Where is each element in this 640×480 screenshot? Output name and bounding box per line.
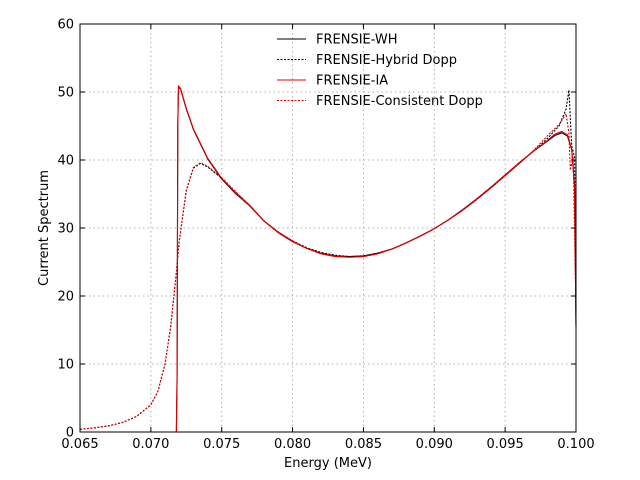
series-line-3 [175,85,577,433]
legend-label-4: FRENSIE-Consistent Dopp [316,94,483,109]
y-tick-label: 40 [57,154,74,169]
plot-series [79,85,577,433]
x-axis-label: Energy (MeV) [284,456,372,471]
x-tick-label: 0.075 [203,437,240,452]
x-tick-label: 0.100 [557,437,594,452]
x-tick-label: 0.085 [345,437,382,452]
y-tick-label: 10 [57,358,74,373]
x-tick-label: 0.070 [132,437,169,452]
x-tick-label: 0.095 [487,437,524,452]
y-tick-label: 0 [66,426,74,441]
series-line-2 [79,89,577,430]
x-tick-label: 0.090 [416,437,453,452]
legend-label-1: FRENSIE-WH [316,33,398,48]
x-tick-label: 0.080 [274,437,311,452]
legend-label-2: FRENSIE-Hybrid Dopp [316,53,457,68]
y-tick-label: 20 [57,290,74,305]
y-tick-label: 60 [57,18,74,33]
y-tick-label: 30 [57,222,74,237]
x-tick-label: 0.065 [61,437,98,452]
y-axis-label: Current Spectrum [37,170,52,286]
y-tick-label: 50 [57,86,74,101]
series-line-1 [175,86,577,433]
legend-label-3: FRENSIE-IA [316,74,388,89]
legend: FRENSIE-WH FRENSIE-Hybrid Dopp FRENSIE-IA F… [277,33,483,109]
axis-ticks: 0.065 0.070 0.075 0.080 0.085 0.090 0.095 0.100… [57,18,594,453]
series-line-4 [79,113,577,430]
